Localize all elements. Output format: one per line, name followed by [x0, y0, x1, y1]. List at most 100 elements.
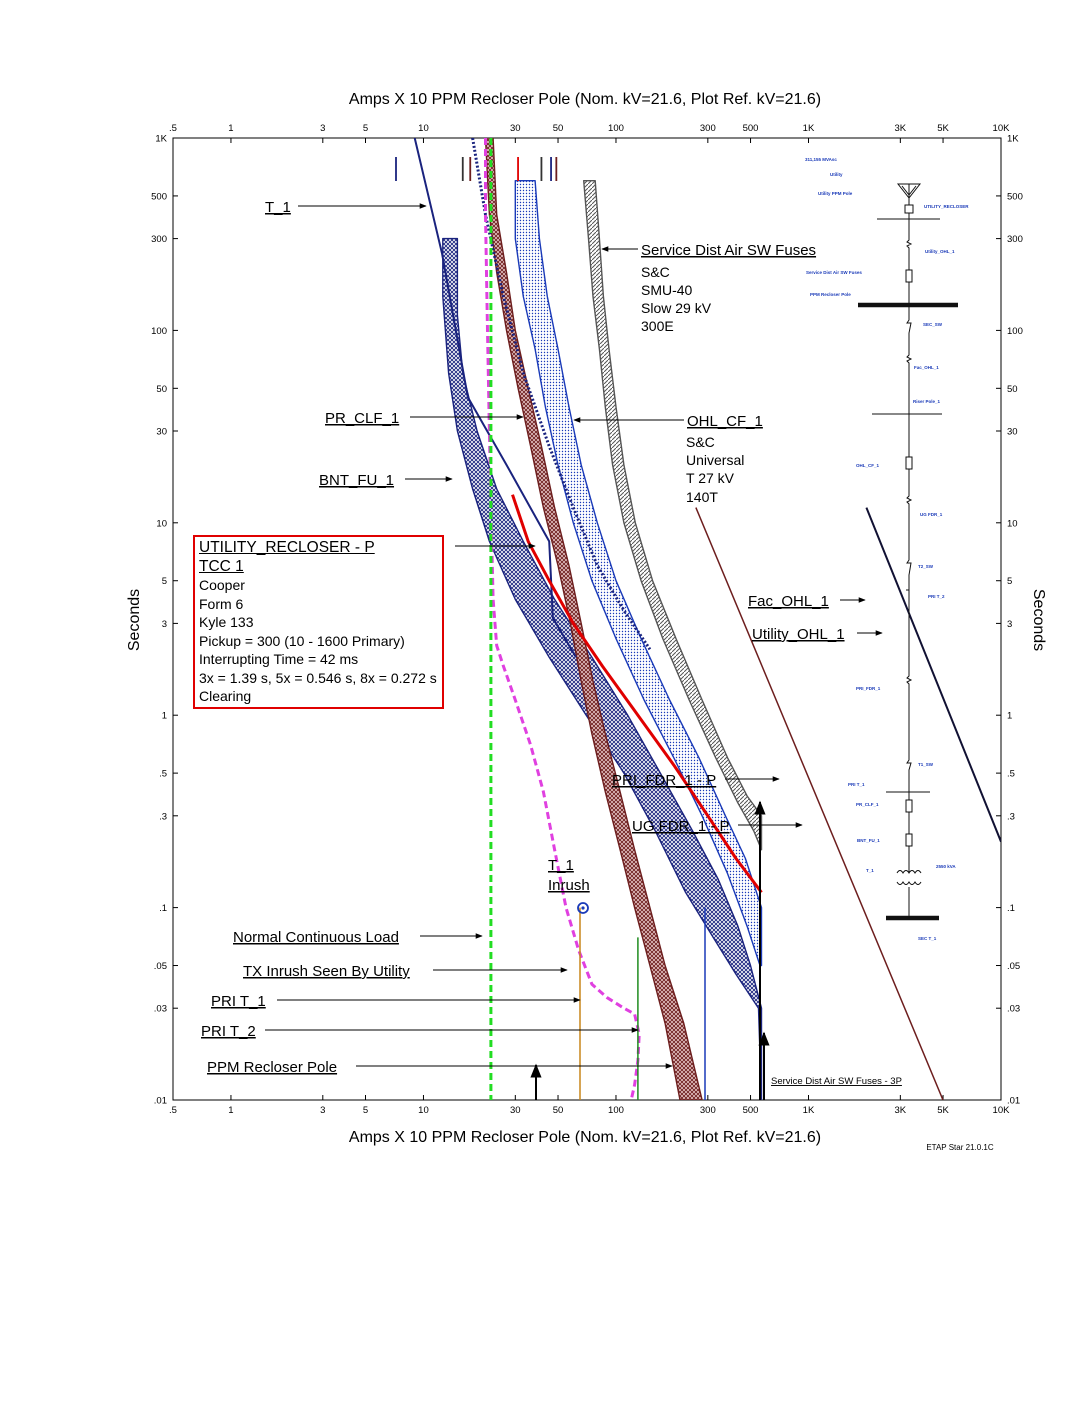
- curve-series: [413, 138, 1001, 1100]
- recloser-box-subtitle: TCC 1: [199, 557, 244, 575]
- x-tick-label-bottom: 5K: [937, 1105, 949, 1116]
- label-ug-fdr: UG FDR_1 - P: [632, 818, 730, 835]
- x-tick-label-top: 3K: [895, 123, 907, 134]
- x-tick-label-top: 3: [320, 123, 325, 134]
- x-tick-label-bottom: 50: [553, 1105, 564, 1116]
- ol-pri-t2: PRI T_2: [928, 594, 945, 599]
- top-marks: [395, 157, 558, 181]
- label-ohl-line3: T 27 kV: [686, 470, 735, 486]
- label-ohl-cf: OHL_CF_1: [687, 413, 763, 430]
- x-tick-label-top: 5K: [937, 123, 949, 134]
- utility-source-icon: [896, 183, 922, 206]
- label-tx-inrush: TX Inrush Seen By Utility: [243, 963, 410, 980]
- y-tick-label-right: 3: [1007, 619, 1012, 630]
- label-normal-load: Normal Continuous Load: [233, 929, 399, 946]
- label-t1-inrush-2: Inrush: [548, 877, 590, 894]
- ol-service-fuses: Service Dist Air SW Fuses: [806, 270, 862, 275]
- y-tick-label-right: 300: [1007, 234, 1023, 245]
- x-tick-label-top: .5: [169, 123, 177, 134]
- axis-ticks: .5 .5 1 1 3 3 5 5 10 10 30 30 50 50 100 100 300 300 500 500…: [151, 123, 1023, 1116]
- y-tick-label-right: 500: [1007, 191, 1023, 202]
- label-utility-ohl: Utility_OHL_1: [752, 626, 845, 643]
- x-tick-label-top: 500: [743, 123, 759, 134]
- x-tick-label-bottom: 3K: [895, 1105, 907, 1116]
- y-tick-label-left: 50: [156, 384, 167, 395]
- ol-utility: Utility: [830, 172, 843, 177]
- recloser-box-line: Form 6: [199, 595, 244, 612]
- band-bnt-fu-1: [442, 237, 763, 1100]
- y-tick-label-left: 10: [156, 518, 167, 529]
- x-tick-label-top: 30: [510, 123, 521, 134]
- band-pr-clf-1: [484, 138, 703, 1100]
- y-axis-label-right: Seconds: [1030, 589, 1047, 651]
- recloser-box-line: Cooper: [199, 577, 245, 593]
- one-line-wire: [906, 213, 913, 918]
- y-tick-label-right: 30: [1007, 427, 1018, 438]
- y-tick-label-left: .05: [154, 961, 167, 972]
- x-tick-label-bottom: .5: [169, 1105, 177, 1116]
- ol-t1: T_1: [866, 868, 874, 873]
- y-tick-label-left: 1K: [155, 134, 167, 145]
- recloser-box-line: Clearing: [199, 688, 252, 704]
- ol-utility-ohl: Utility_OHL_1: [925, 249, 955, 254]
- ol-pri-fdr: PRI_FDR_1: [856, 686, 881, 691]
- x-tick-label-bottom: 10: [418, 1105, 429, 1116]
- inrush-point: [577, 902, 589, 914]
- ol-kva: 2550 kVA: [936, 864, 956, 869]
- label-pri-t2: PRI T_2: [201, 1023, 256, 1040]
- x-tick-label-top: 300: [700, 123, 716, 134]
- label-ppm-pole: PPM Recloser Pole: [207, 1059, 337, 1076]
- y-tick-label-left: .3: [159, 811, 167, 822]
- label-ohl-line1: S&C: [686, 434, 715, 450]
- label-sd-line3: Slow 29 kV: [641, 300, 712, 316]
- label-service-dist: Service Dist Air SW Fuses: [641, 242, 816, 259]
- recloser-box-title: UTILITY_RECLOSER - P: [199, 539, 375, 556]
- x-tick-label-top: 1K: [803, 123, 815, 134]
- y-tick-label-right: 1: [1007, 711, 1012, 722]
- one-line-diagram: 311,155 MVAsc Utility Utility PPM Pole U…: [805, 157, 969, 941]
- label-ohl-line4: 140T: [686, 489, 718, 505]
- series-utility-ohl-1: [695, 507, 944, 1100]
- x-tick-label-bottom: 1: [228, 1105, 233, 1116]
- series-fac-ohl-1: [865, 507, 1001, 843]
- x-tick-label-bottom: 1K: [803, 1105, 815, 1116]
- y-tick-label-right: .1: [1007, 903, 1015, 914]
- x-tick-label-top: 10: [418, 123, 429, 134]
- ol-sec-sw: SEC_SW: [923, 322, 943, 327]
- ol-ppm-pole: PPM Recloser Pole: [810, 292, 851, 297]
- x-tick-label-bottom: 500: [743, 1105, 759, 1116]
- y-axis-label-left: Seconds: [126, 589, 143, 651]
- y-tick-label-left: 3: [162, 619, 167, 630]
- y-tick-label-left: .5: [159, 769, 167, 780]
- label-ohl-line2: Universal: [686, 452, 744, 468]
- y-tick-label-left: 30: [156, 427, 167, 438]
- recloser-box-line: Kyle 133: [199, 614, 254, 630]
- label-pr-clf: PR_CLF_1: [325, 410, 399, 427]
- x-tick-label-bottom: 100: [608, 1105, 624, 1116]
- y-tick-label-right: 5: [1007, 576, 1012, 587]
- label-sd-line4: 300E: [641, 318, 674, 334]
- x-tick-label-top: 50: [553, 123, 564, 134]
- y-tick-label-right: .01: [1007, 1096, 1020, 1107]
- label-service-3p: Service Dist Air SW Fuses - 3P: [771, 1076, 902, 1087]
- y-tick-label-right: 10: [1007, 518, 1018, 529]
- x-tick-label-bottom: 3: [320, 1105, 325, 1116]
- x-tick-label-top: 5: [363, 123, 368, 134]
- label-pri-t1: PRI T_1: [211, 993, 266, 1010]
- x-tick-label-bottom: 5: [363, 1105, 368, 1116]
- ol-pr-clf: PR_CLF_1: [856, 802, 879, 807]
- recloser-icon: [904, 204, 914, 214]
- y-tick-label-right: .3: [1007, 811, 1015, 822]
- ol-ug-fdr: UG FDR_1: [920, 512, 943, 517]
- x-tick-label-top: 10K: [993, 123, 1011, 134]
- y-tick-label-right: 100: [1007, 326, 1023, 337]
- ol-ohl-cf: OHL_CF_1: [856, 463, 880, 468]
- etap-watermark: ETAP Star 21.0.1C: [926, 1143, 994, 1152]
- plot-frame: [172, 137, 1002, 1101]
- ol-riser-pole: Riser Pole_1: [913, 399, 941, 404]
- ol-recloser: UTILITY_RECLOSER: [924, 204, 969, 209]
- curve-bands: [442, 138, 763, 1100]
- label-t-1: T_1: [265, 199, 291, 216]
- series-t-1: [413, 138, 577, 658]
